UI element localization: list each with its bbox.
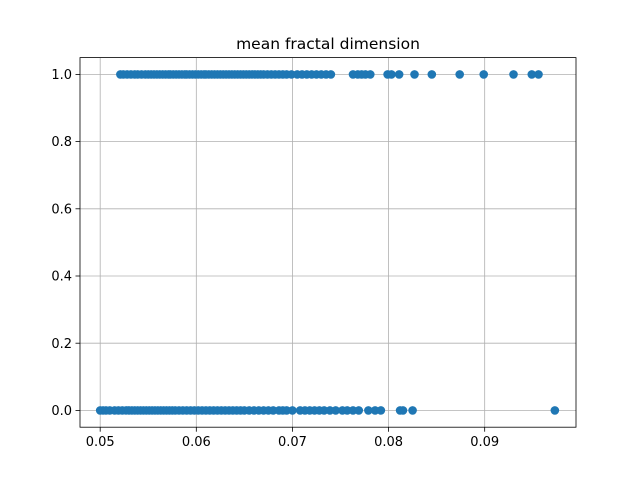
data-point bbox=[354, 406, 364, 415]
x-axis-ticks: 0.05 0.06 0.07 0.08 0.09 bbox=[86, 427, 499, 450]
data-point bbox=[509, 70, 518, 79]
data-point bbox=[550, 406, 560, 415]
y-tick-label: 1.0 bbox=[51, 68, 72, 83]
y-tick-label: 0.4 bbox=[51, 270, 72, 285]
y-tick-label: 0.2 bbox=[51, 337, 72, 352]
x-tick-label: 0.06 bbox=[182, 435, 211, 450]
scatter-points bbox=[95, 70, 560, 415]
data-point bbox=[326, 70, 336, 79]
data-point bbox=[427, 70, 437, 79]
data-point bbox=[365, 70, 375, 79]
y-tick-label: 0.0 bbox=[51, 404, 72, 419]
data-point bbox=[394, 70, 404, 79]
grid bbox=[80, 57, 576, 428]
y-axis-ticks: 0.0 0.2 0.4 0.6 0.8 1.0 bbox=[51, 68, 80, 419]
data-point bbox=[376, 406, 386, 415]
data-point bbox=[408, 406, 417, 415]
data-point bbox=[387, 70, 396, 79]
x-tick-label: 0.09 bbox=[470, 435, 499, 450]
data-point bbox=[364, 406, 373, 415]
data-point bbox=[410, 70, 419, 79]
data-point bbox=[398, 406, 408, 415]
chart-title: mean fractal dimension bbox=[236, 35, 420, 53]
x-tick-label: 0.05 bbox=[86, 435, 115, 450]
data-point bbox=[288, 406, 297, 415]
plot-frame bbox=[79, 57, 577, 428]
data-point bbox=[455, 70, 464, 79]
data-point bbox=[534, 70, 543, 79]
y-tick-label: 0.8 bbox=[51, 135, 72, 150]
y-tick-label: 0.6 bbox=[51, 202, 72, 217]
x-tick-label: 0.07 bbox=[278, 435, 307, 450]
data-point bbox=[479, 70, 489, 79]
data-point bbox=[527, 70, 537, 79]
data-point bbox=[331, 406, 340, 415]
x-tick-label: 0.08 bbox=[374, 435, 403, 450]
